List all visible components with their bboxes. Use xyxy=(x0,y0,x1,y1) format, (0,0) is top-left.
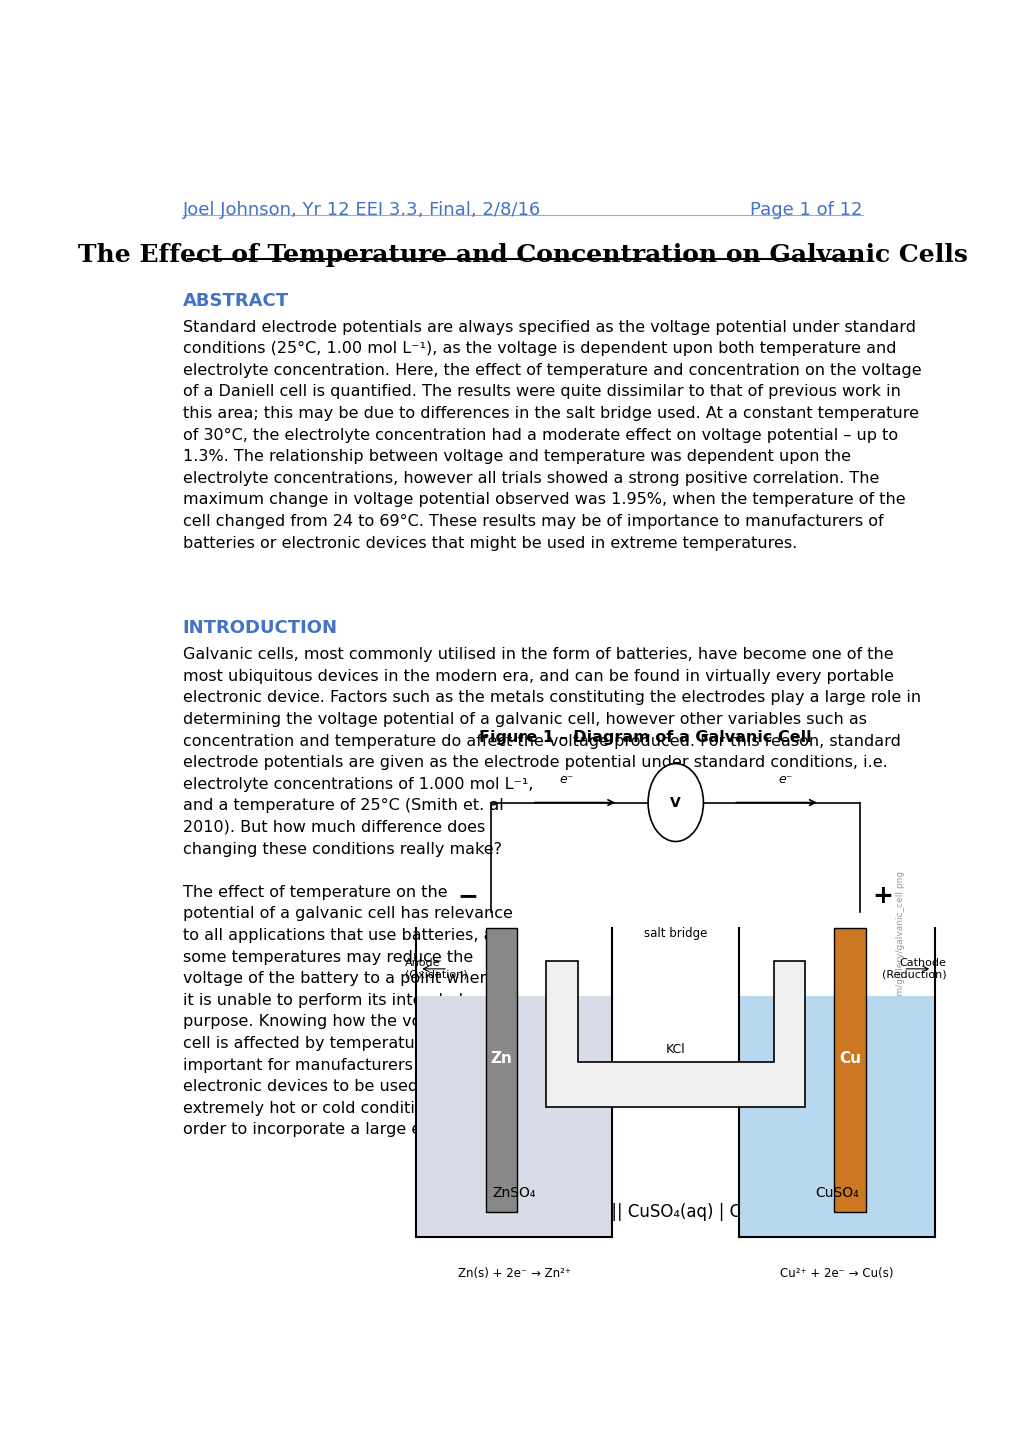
Text: +: + xyxy=(872,884,893,908)
Text: Anode
(Oxidation): Anode (Oxidation) xyxy=(405,957,467,979)
Text: ABSTRACT: ABSTRACT xyxy=(182,291,288,310)
Bar xyxy=(485,929,517,1213)
Text: Galvanic cells, most commonly utilised in the form of batteries, have become one: Galvanic cells, most commonly utilised i… xyxy=(182,647,920,1138)
Bar xyxy=(416,996,611,1236)
Text: salt bridge: salt bridge xyxy=(643,927,707,940)
Text: Cathode
(Reduction): Cathode (Reduction) xyxy=(881,957,946,979)
Text: Page 1 of 12: Page 1 of 12 xyxy=(749,200,862,219)
Text: ZnSO₄: ZnSO₄ xyxy=(492,1185,536,1200)
Text: Figure 1 – Diagram of a Galvanic Cell: Figure 1 – Diagram of a Galvanic Cell xyxy=(479,731,811,746)
Text: e⁻: e⁻ xyxy=(777,773,792,786)
Text: Joel Johnson, Yr 12 EEI 3.3, Final, 2/8/16: Joel Johnson, Yr 12 EEI 3.3, Final, 2/8/… xyxy=(182,200,540,219)
Text: The Effect of Temperature and Concentration on Galvanic Cells: The Effect of Temperature and Concentrat… xyxy=(77,244,967,267)
Text: Cu: Cu xyxy=(839,1051,860,1066)
Circle shape xyxy=(647,764,703,842)
Text: −: − xyxy=(458,884,478,908)
Bar xyxy=(739,996,934,1236)
Text: Zn: Zn xyxy=(490,1051,512,1066)
Polygon shape xyxy=(545,960,805,1107)
Bar xyxy=(834,929,865,1213)
Text: INTRODUCTION: INTRODUCTION xyxy=(182,620,337,637)
Text: Zn(s) | ZnSO₄(aq) || CuSO₄(aq) | Cu(s): Zn(s) | ZnSO₄(aq) || CuSO₄(aq) | Cu(s) xyxy=(461,1204,773,1221)
Text: Standard electrode potentials are always specified as the voltage potential unde: Standard electrode potentials are always… xyxy=(182,320,920,551)
Text: e⁻: e⁻ xyxy=(558,773,573,786)
Text: KCl: KCl xyxy=(665,1044,685,1057)
Text: Zn(s) + 2e⁻ → Zn²⁺: Zn(s) + 2e⁻ → Zn²⁺ xyxy=(458,1266,571,1279)
Text: Cu²⁺ + 2e⁻ → Cu(s): Cu²⁺ + 2e⁻ → Cu(s) xyxy=(780,1266,893,1279)
Text: http://www.periodni.com/gallery/galvanic_cell.png: http://www.periodni.com/gallery/galvanic… xyxy=(895,870,904,1097)
Text: V: V xyxy=(669,796,681,809)
Text: CuSO₄: CuSO₄ xyxy=(814,1185,858,1200)
